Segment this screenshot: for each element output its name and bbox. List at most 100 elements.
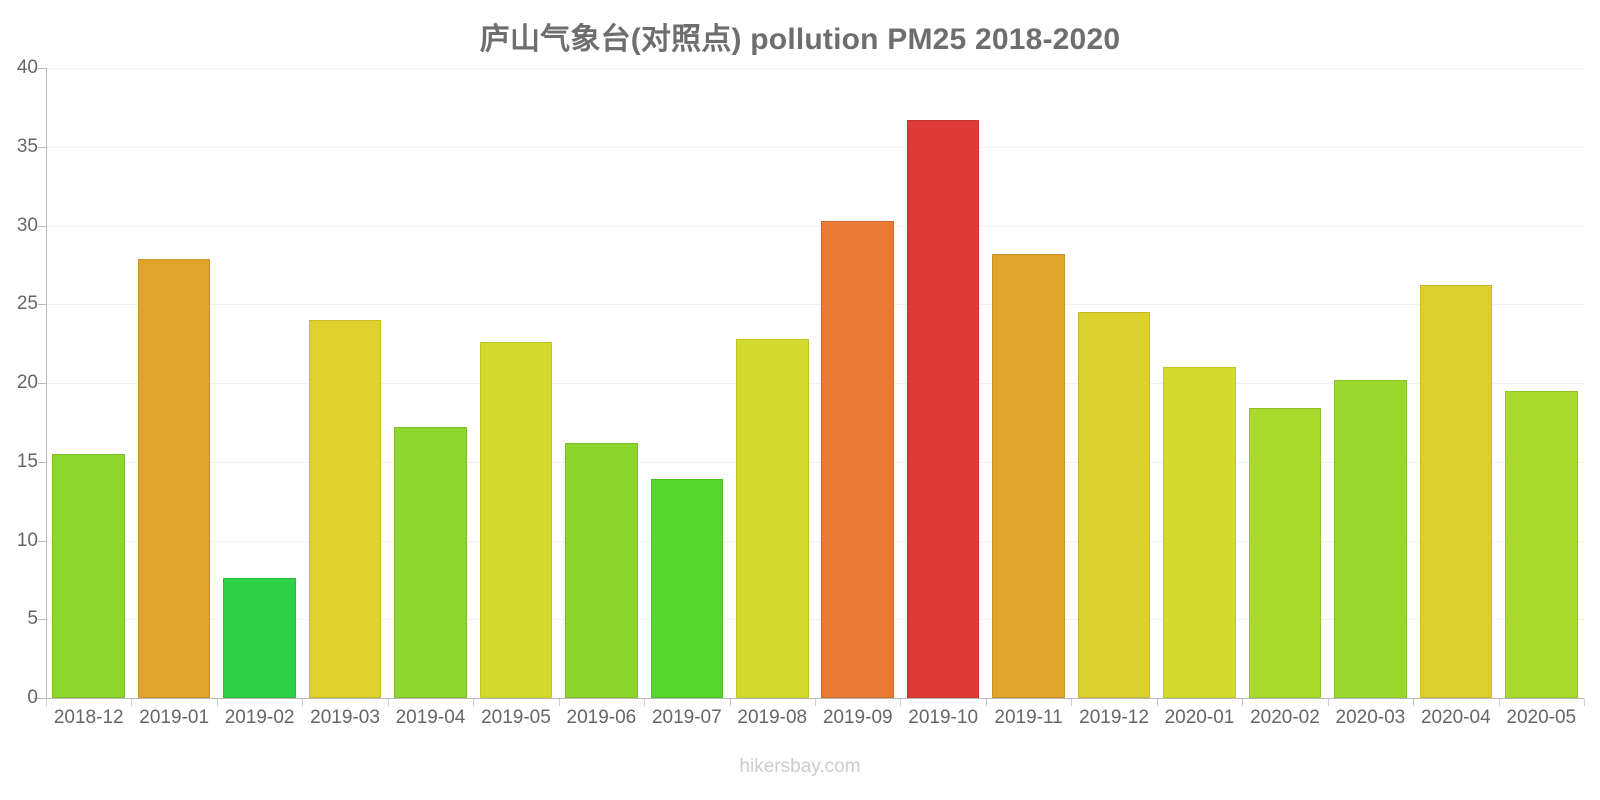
plot-area xyxy=(46,68,1584,698)
x-axis-tick-mark xyxy=(302,699,304,706)
gridline xyxy=(46,68,1584,69)
bar[interactable] xyxy=(1248,408,1322,698)
bar-slot xyxy=(217,68,302,698)
bar[interactable] xyxy=(1419,285,1493,698)
x-axis-tick-label: 2020-03 xyxy=(1335,707,1406,728)
bar-slot xyxy=(388,68,473,698)
y-axis-tick-label: 0 xyxy=(27,687,38,708)
bar-slot xyxy=(815,68,900,698)
x-axis-tick-mark xyxy=(1584,699,1585,706)
y-axis-tick-mark xyxy=(38,146,46,148)
bar-slot xyxy=(900,68,985,698)
x-axis-tick-mark xyxy=(815,699,816,706)
x-axis-line xyxy=(33,698,1584,699)
x-axis-tick-label: 2019-08 xyxy=(737,707,808,728)
y-axis-tick-label: 30 xyxy=(16,214,38,236)
gridline xyxy=(46,461,1584,463)
x-axis-tick-label: 2019-01 xyxy=(139,707,210,728)
y-axis-tick-mark xyxy=(38,304,46,306)
bar-slot xyxy=(131,68,216,698)
x-axis-tick-mark xyxy=(558,699,560,706)
bar[interactable] xyxy=(992,253,1065,698)
x-axis-tick-label: 2019-11 xyxy=(994,707,1063,728)
x-axis-tick-label: 2019-04 xyxy=(395,707,466,728)
bar[interactable] xyxy=(1504,390,1578,698)
y-axis-tick-mark xyxy=(38,225,46,227)
y-axis-tick-label: 40 xyxy=(16,57,38,78)
y-axis-tick-mark xyxy=(38,540,46,542)
bar-slot xyxy=(644,68,729,698)
x-axis-tick-label: 2020-05 xyxy=(1506,707,1577,728)
y-axis-tick-mark xyxy=(38,461,46,463)
bar[interactable] xyxy=(479,342,553,698)
chart-footer-source: hikersbay.com xyxy=(739,756,861,777)
x-axis-tick-mark xyxy=(1156,699,1158,706)
x-axis-tick-label: 2018-12 xyxy=(53,707,124,728)
bar-slot xyxy=(1157,68,1242,698)
gridline xyxy=(46,304,1584,306)
x-axis-tick-label: 2019-06 xyxy=(566,707,637,728)
x-axis-tick-label: 2019-07 xyxy=(651,707,722,728)
bar-slot xyxy=(46,68,131,698)
x-axis-labels: 2018-12 2019-01 2019-02 2019-03 2019-04 2019-… xyxy=(46,707,1584,741)
x-axis-tick-mark xyxy=(216,699,218,706)
x-axis-tick-label: 2019-03 xyxy=(310,707,380,728)
gridline xyxy=(46,619,1584,621)
chart-title: 庐山气象台(对照点) pollution PM25 2018-2020 xyxy=(479,23,1121,56)
x-axis-tick-label: 2020-02 xyxy=(1250,707,1320,728)
x-axis-tick-label: 2019-12 xyxy=(1079,707,1149,728)
x-axis-tick-label: 2019-10 xyxy=(908,707,979,728)
x-axis-tick-label: 2019-09 xyxy=(822,707,893,728)
y-axis-tick-mark xyxy=(38,698,46,699)
bar[interactable] xyxy=(906,119,980,698)
bar[interactable] xyxy=(650,479,724,698)
bar[interactable] xyxy=(223,578,296,698)
bar[interactable] xyxy=(821,220,895,698)
y-axis-tick-label: 10 xyxy=(16,529,38,551)
bar-slot xyxy=(1499,68,1584,698)
bar[interactable] xyxy=(1077,312,1151,698)
bar[interactable] xyxy=(735,338,809,698)
bar[interactable] xyxy=(52,453,126,698)
y-axis-tick-mark xyxy=(38,383,46,384)
x-axis-tick-label: 2020-04 xyxy=(1420,707,1491,728)
x-axis-tick-label: 2019-02 xyxy=(224,707,295,728)
bar[interactable] xyxy=(565,442,638,698)
bar[interactable] xyxy=(1163,367,1236,698)
x-axis-tick-mark xyxy=(131,699,133,706)
y-axis-tick-mark xyxy=(38,68,46,69)
bar-slot xyxy=(473,68,558,698)
bar-slot xyxy=(1328,68,1413,698)
x-axis-tick-mark xyxy=(985,699,987,706)
bar-slot xyxy=(730,68,815,698)
x-axis-tick-mark xyxy=(729,699,731,706)
y-axis-tick-mark xyxy=(38,619,46,621)
bar-slot xyxy=(986,68,1071,698)
x-axis-tick-mark xyxy=(387,699,389,706)
bar[interactable] xyxy=(308,320,382,698)
x-axis-tick-label: 2019-05 xyxy=(481,707,551,728)
x-axis-tick-label: 2020-01 xyxy=(1164,707,1235,728)
bar[interactable] xyxy=(137,258,211,698)
y-axis-tick-label: 20 xyxy=(16,372,38,393)
x-axis-tick-mark xyxy=(1071,699,1073,706)
y-axis-tick-label: 5 xyxy=(27,608,38,630)
x-axis-tick-mark xyxy=(900,699,902,706)
gridline xyxy=(46,146,1584,148)
gridline xyxy=(46,383,1584,384)
bar-slot xyxy=(559,68,644,698)
x-axis-tick-mark xyxy=(473,699,475,706)
gridline xyxy=(46,540,1584,542)
x-axis-tick-mark xyxy=(1242,699,1244,706)
bars-layer xyxy=(46,68,1584,698)
y-axis-line xyxy=(46,68,47,699)
bar[interactable] xyxy=(1334,379,1407,698)
x-axis-tick-mark xyxy=(46,699,47,706)
x-axis-tick-mark xyxy=(1498,699,1500,706)
bar-slot xyxy=(1413,68,1498,698)
y-axis-tick-label: 15 xyxy=(16,450,38,472)
bar-slot xyxy=(1242,68,1327,698)
bar[interactable] xyxy=(394,427,467,698)
x-axis-tick-mark xyxy=(1413,699,1415,706)
